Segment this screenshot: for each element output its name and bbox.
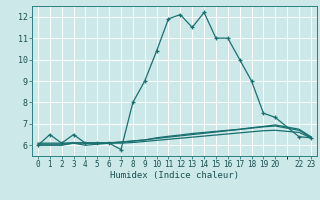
X-axis label: Humidex (Indice chaleur): Humidex (Indice chaleur) — [110, 171, 239, 180]
